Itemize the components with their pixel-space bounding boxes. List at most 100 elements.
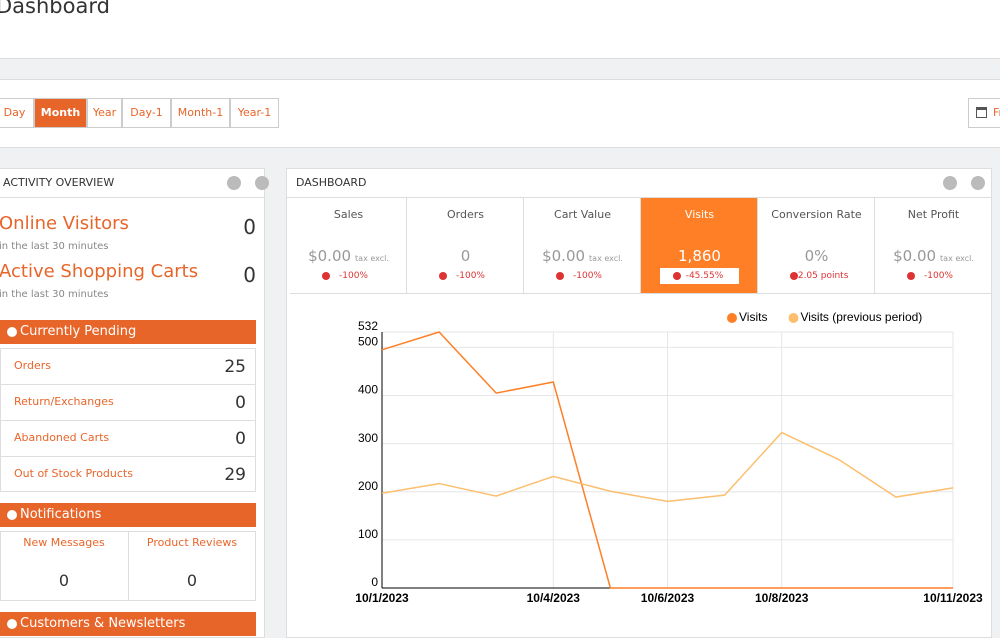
period-button[interactable]: Year [87, 98, 122, 128]
pending-value: 29 [224, 465, 246, 485]
period-button[interactable]: Year-1 [230, 98, 279, 128]
kpi-value-row: 0 [407, 245, 524, 267]
kpi-note: tax excl. [355, 254, 389, 263]
row-line [0, 384, 256, 385]
kpi-change: -100% [456, 271, 485, 281]
notification-label[interactable]: New Messages [23, 536, 105, 549]
legend-label: Visits [739, 310, 767, 324]
x-tick-label: 10/8/2023 [755, 591, 809, 605]
y-tick-label: 532 [358, 319, 378, 333]
stat-label: Active Shopping Carts [0, 261, 199, 282]
panel-icon[interactable] [943, 176, 957, 190]
row-line [0, 456, 256, 457]
change-icon [555, 272, 564, 280]
kpi-value: $0.00 [893, 247, 937, 265]
kpi-value-row: $0.00 tax excl. [524, 245, 641, 270]
legend-label: Visits (previous period) [800, 310, 922, 324]
kpi-label: Net Profit [907, 208, 960, 221]
y-tick-label: 300 [358, 431, 378, 445]
kpi-value: $0.00 [308, 247, 352, 265]
legend-marker [788, 313, 799, 323]
kpi-change: -45.55% [685, 271, 724, 281]
notification-value: 0 [186, 571, 198, 590]
pending-label[interactable]: Return/Exchanges [14, 395, 114, 408]
stat-sub: in the last 30 minutes [0, 289, 109, 300]
kpi-label: Orders [447, 208, 484, 221]
kpi[interactable] [875, 198, 992, 294]
panel-header-line [286, 197, 992, 198]
notification-label[interactable]: Product Reviews [146, 536, 238, 549]
kpi-value-row: $0.00 tax excl. [290, 245, 407, 270]
y-tick-label: 500 [358, 335, 378, 349]
calendar-icon [976, 107, 987, 118]
row-line [0, 420, 256, 421]
kpi[interactable] [407, 198, 524, 294]
kpi-change: -100% [924, 271, 953, 281]
period-button[interactable]: Month [34, 98, 87, 128]
kpi-label: Cart Value [554, 208, 611, 221]
period-button[interactable]: Day [0, 98, 34, 128]
x-tick-label: 10/11/2023 [923, 591, 983, 605]
line [381, 331, 953, 589]
kpi-change: -100% [339, 271, 368, 281]
y-tick-label: 200 [358, 479, 378, 493]
notification-value: 0 [58, 571, 70, 590]
kpi-label: Conversion Rate [771, 208, 862, 221]
kpi-value: 0 [460, 247, 471, 265]
panel-icon[interactable] [971, 176, 985, 190]
kpi-value: $0.00 [542, 247, 586, 265]
change-icon [906, 272, 915, 280]
bar-icon [7, 510, 17, 520]
panel-icon[interactable] [227, 176, 241, 190]
stat-value: 0 [243, 215, 256, 239]
stat-sub: in the last 30 minutes [0, 241, 109, 252]
kpi[interactable] [290, 198, 407, 294]
kpi-value: 1,860 [678, 247, 721, 265]
col-line [128, 531, 129, 601]
notifications-bar-title: Notifications [20, 507, 102, 522]
legend-marker [727, 313, 737, 323]
pending-value: 0 [235, 429, 246, 449]
y-tick-label: 400 [358, 383, 378, 397]
panel-header-line [0, 197, 265, 198]
activity-panel [0, 168, 265, 638]
y-tick-label: 100 [358, 527, 378, 541]
kpi[interactable] [758, 198, 875, 294]
change-icon [672, 272, 681, 280]
pending-label[interactable]: Out of Stock Products [14, 467, 133, 480]
kpi[interactable] [524, 198, 641, 294]
period-button[interactable]: Day-1 [122, 98, 171, 128]
kpi-change: -100% [573, 271, 602, 281]
stat-label: Online Visitors [0, 213, 129, 234]
x-tick-label: 10/6/2023 [641, 591, 695, 605]
kpi-note: tax excl. [589, 254, 623, 263]
stat-value: 0 [243, 263, 256, 287]
period-button[interactable]: Month-1 [171, 98, 230, 128]
pending-bar [0, 320, 256, 344]
kpi-change-bg [660, 268, 739, 284]
panel-icon[interactable] [255, 176, 269, 190]
x-tick-label: 10/4/2023 [527, 591, 581, 605]
y-tick-label: 0 [371, 575, 378, 589]
chart: 0 100 200 300 400 500 532 10/1/2023 10/4/2023 10/… [355, 310, 983, 605]
pending-label[interactable]: Orders [14, 359, 51, 372]
x-tick-label: 10/1/2023 [355, 591, 409, 605]
panel-title: ACTIVITY OVERVIEW [3, 176, 115, 189]
pending-value: 0 [235, 393, 246, 413]
change-icon [789, 272, 798, 280]
bar-icon [7, 619, 17, 629]
pending-label[interactable]: Abandoned Carts [14, 431, 110, 444]
kpi-value-row: $0.00 tax excl. [875, 245, 992, 270]
notifications-bar [0, 503, 256, 527]
kpi-label: Visits [684, 208, 715, 221]
bar-icon [7, 327, 17, 337]
kpi-note: tax excl. [940, 254, 974, 263]
change-icon [321, 272, 330, 280]
kpi-value-row: 0% [758, 245, 875, 267]
change-icon [438, 272, 447, 280]
date-button[interactable]: Fr [968, 98, 1000, 128]
header-bar [0, 0, 1000, 59]
line [381, 431, 954, 503]
pending-value: 25 [224, 357, 246, 377]
